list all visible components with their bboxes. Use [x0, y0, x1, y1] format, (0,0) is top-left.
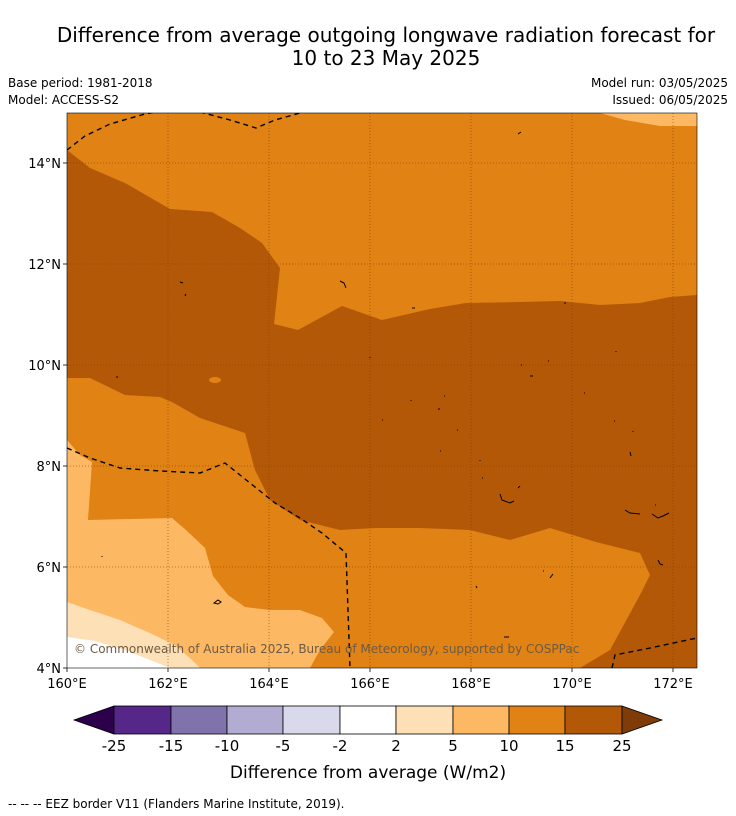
graticule — [67, 113, 697, 668]
anomaly-field — [67, 113, 697, 668]
eez-legend-note: -- -- -- EEZ border V11 (Flanders Marine… — [8, 797, 345, 811]
colorbar-ticks: -25 -15 -10 -5 -2 2 5 10 15 25 — [102, 737, 632, 755]
colorbar-bin — [564, 705, 623, 735]
eez-borders — [67, 113, 697, 668]
colorbar-bin — [282, 705, 341, 735]
lon-label: 170°E — [552, 677, 592, 692]
colorbar-tick-label: 10 — [499, 737, 518, 755]
title-line-2: 10 to 23 May 2025 — [291, 46, 481, 70]
colorbar-tick-label: -2 — [333, 737, 348, 755]
lat-label: 8°N — [37, 460, 62, 475]
copyright-text: © Commonwealth of Australia 2025, Bureau… — [74, 642, 579, 656]
lat-label: 4°N — [37, 662, 62, 677]
lon-label: 160°E — [47, 677, 87, 692]
model-run: Model run: 03/05/2025 — [590, 76, 728, 90]
lat-label: 12°N — [28, 258, 61, 273]
issued-date: Issued: 06/05/2025 — [612, 93, 728, 107]
colorbar-tick-label: -10 — [215, 737, 240, 755]
map-figure: © Commonwealth of Australia 2025, Bureau… — [28, 112, 698, 783]
lon-ticks — [66, 668, 674, 672]
colorbar — [72, 705, 664, 735]
colorbar-bin — [170, 705, 228, 735]
base-period: Base period: 1981-2018 — [8, 76, 153, 90]
small-blob — [209, 377, 221, 383]
model-name: Model: ACCESS-S2 — [8, 93, 120, 107]
title-line-1: Difference from average outgoing longwav… — [56, 23, 716, 47]
region-15-25-west — [67, 150, 697, 668]
colorbar-bin — [339, 705, 397, 735]
lon-label: 162°E — [148, 677, 188, 692]
lon-label: 164°E — [249, 677, 289, 692]
colorbar-tick-label: -25 — [102, 737, 127, 755]
plot-frame — [66, 112, 698, 669]
lat-label: 14°N — [28, 157, 61, 172]
colorbar-bin — [395, 705, 454, 735]
lat-ticks — [63, 162, 67, 669]
region-5-10-southwest — [67, 440, 334, 668]
colorbar-title: Difference from average (W/m2) — [230, 763, 506, 783]
colorbar-bin — [226, 705, 284, 735]
lat-axis: 14°N 12°N 10°N 8°N 6°N 4°N — [28, 157, 61, 677]
islands — [101, 131, 670, 638]
colorbar-extend-high — [621, 705, 664, 735]
lon-label: 168°E — [451, 677, 491, 692]
colorbar-bin — [452, 705, 510, 735]
colorbar-tick-label: 5 — [448, 737, 458, 755]
lon-axis: 160°E 162°E 164°E 166°E 168°E 170°E 172°… — [47, 677, 693, 692]
colorbar-extend-low — [72, 705, 115, 735]
lat-label: 10°N — [28, 359, 61, 374]
colorbar-bin — [113, 705, 172, 735]
lon-label: 166°E — [350, 677, 390, 692]
colorbar-tick-label: 25 — [612, 737, 631, 755]
colorbar-tick-label: 15 — [555, 737, 574, 755]
lat-label: 6°N — [37, 561, 62, 576]
colorbar-tick-label: -5 — [276, 737, 291, 755]
colorbar-tick-label: -15 — [159, 737, 184, 755]
colorbar-tick-label: 2 — [391, 737, 401, 755]
lon-label: 172°E — [653, 677, 693, 692]
region-neutral-southwest — [67, 637, 170, 668]
colorbar-bin — [508, 705, 566, 735]
